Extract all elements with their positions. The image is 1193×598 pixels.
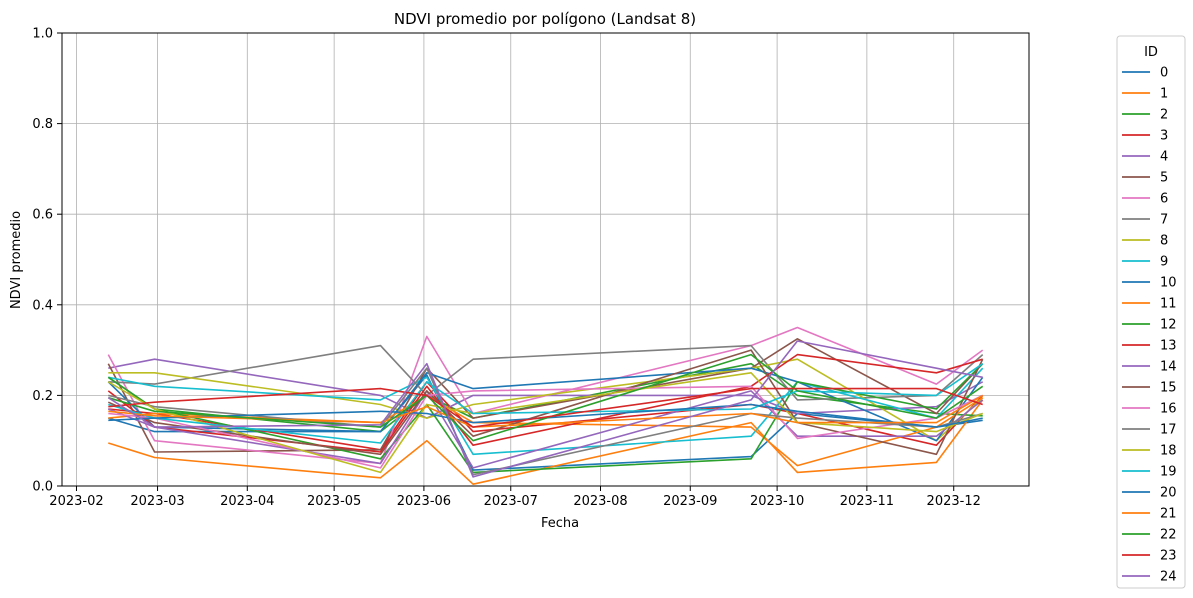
legend-label-18: 18 — [1160, 444, 1177, 459]
legend-label-10: 10 — [1160, 276, 1177, 291]
series-line-22 — [108, 353, 984, 442]
legend-label-1: 1 — [1160, 87, 1168, 102]
series-line-9 — [108, 367, 984, 456]
legend-label-5: 5 — [1160, 171, 1168, 186]
series-line-15 — [107, 349, 984, 456]
legend-label-11: 11 — [1160, 297, 1177, 312]
plot-frame — [61, 32, 1030, 487]
legend-label-17: 17 — [1160, 423, 1177, 438]
series-line-14 — [108, 390, 984, 469]
x-tick-label: 2023-08 — [573, 494, 627, 509]
x-tick-label: 2023-06 — [397, 494, 451, 509]
series-line-23 — [108, 387, 983, 428]
legend-label-12: 12 — [1160, 318, 1177, 333]
legend-label-6: 6 — [1160, 192, 1168, 207]
legend-label-21: 21 — [1160, 507, 1177, 522]
legend-box — [1116, 35, 1186, 589]
legend-label-19: 19 — [1160, 465, 1177, 480]
series-line-7 — [108, 344, 984, 401]
y-tick-label: 0.8 — [32, 117, 53, 132]
x-tick-label: 2023-05 — [307, 494, 361, 509]
x-tick-label: 2023-11 — [840, 494, 894, 509]
series-lines — [107, 326, 984, 486]
x-tick-label: 2023-12 — [927, 494, 981, 509]
legend-label-14: 14 — [1160, 360, 1177, 375]
x-axis: 2023-02 2023-03 2023-04 2023-05 2023-06 2023-… — [49, 486, 981, 509]
grid — [62, 32, 1029, 487]
legend-label-0: 0 — [1160, 66, 1168, 81]
y-axis: 0.0 0.2 0.4 0.6 0.8 1.0 — [32, 27, 62, 495]
legend-label-4: 4 — [1160, 150, 1168, 165]
y-tick-label: 0.6 — [32, 208, 53, 223]
legend-label-3: 3 — [1160, 129, 1168, 144]
legend: ID 0123456789101112131415161718192021222… — [1116, 35, 1186, 589]
legend-title: ID — [1144, 45, 1158, 60]
y-tick-label: 0.2 — [32, 389, 53, 404]
series-line-17 — [108, 367, 983, 476]
x-tick-label: 2023-10 — [750, 494, 804, 509]
y-tick-label: 1.0 — [32, 27, 53, 42]
legend-label-7: 7 — [1160, 213, 1168, 228]
x-axis-title: Fecha — [541, 516, 579, 531]
x-tick-label: 2023-07 — [484, 494, 538, 509]
legend-label-2: 2 — [1160, 108, 1168, 123]
x-tick-label: 2023-02 — [49, 494, 103, 509]
y-tick-label: 0.4 — [32, 298, 53, 313]
x-tick-label: 2023-04 — [220, 494, 274, 509]
legend-label-16: 16 — [1160, 402, 1177, 417]
x-tick-label: 2023-09 — [663, 494, 717, 509]
series-line-1 — [108, 399, 984, 486]
legend-label-20: 20 — [1160, 486, 1177, 501]
y-axis-title: NDVI promedio — [9, 211, 24, 309]
legend-label-24: 24 — [1160, 570, 1177, 585]
legend-label-9: 9 — [1160, 255, 1168, 270]
chart-title: NDVI promedio por polígono (Landsat 8) — [394, 10, 696, 28]
series-line-24 — [107, 340, 983, 478]
series-line-8 — [108, 358, 984, 442]
y-tick-label: 0.0 — [32, 480, 53, 495]
x-tick-label: 2023-03 — [130, 494, 184, 509]
legend-label-13: 13 — [1160, 339, 1177, 354]
legend-label-22: 22 — [1160, 528, 1177, 543]
legend-label-15: 15 — [1160, 381, 1177, 396]
legend-label-23: 23 — [1160, 549, 1177, 564]
legend-label-8: 8 — [1160, 234, 1168, 249]
